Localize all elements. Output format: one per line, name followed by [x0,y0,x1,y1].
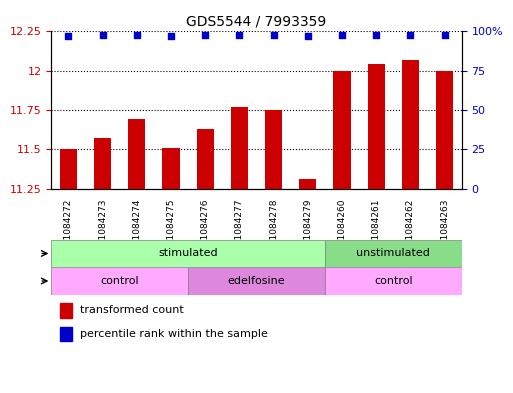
Text: transformed count: transformed count [80,305,184,316]
Point [304,33,312,39]
FancyBboxPatch shape [325,267,462,295]
Text: stimulated: stimulated [159,248,218,259]
Bar [402,60,419,189]
Text: edelfosine: edelfosine [228,276,285,286]
FancyBboxPatch shape [51,240,325,267]
Point [372,31,380,38]
Bar [60,149,77,189]
Bar [265,110,282,189]
Bar [333,71,350,189]
Point [167,33,175,39]
Bar [196,129,214,189]
Title: GDS5544 / 7993359: GDS5544 / 7993359 [186,15,327,29]
Text: control: control [101,276,139,286]
Text: percentile rank within the sample: percentile rank within the sample [80,329,268,339]
Bar [128,119,145,189]
Bar [94,138,111,189]
Point [235,31,244,38]
Bar [368,64,385,189]
Bar [436,71,453,189]
Point [441,31,449,38]
Point [201,31,209,38]
Bar [163,148,180,189]
Point [98,31,107,38]
Bar [60,327,72,341]
Point [338,31,346,38]
Bar [60,303,72,318]
Point [406,31,415,38]
FancyBboxPatch shape [325,240,462,267]
Point [269,31,278,38]
Bar [299,179,317,189]
Point [133,31,141,38]
Point [64,33,72,39]
Text: control: control [374,276,412,286]
FancyBboxPatch shape [51,267,188,295]
Bar [231,107,248,189]
FancyBboxPatch shape [188,267,325,295]
Text: unstimulated: unstimulated [357,248,430,259]
